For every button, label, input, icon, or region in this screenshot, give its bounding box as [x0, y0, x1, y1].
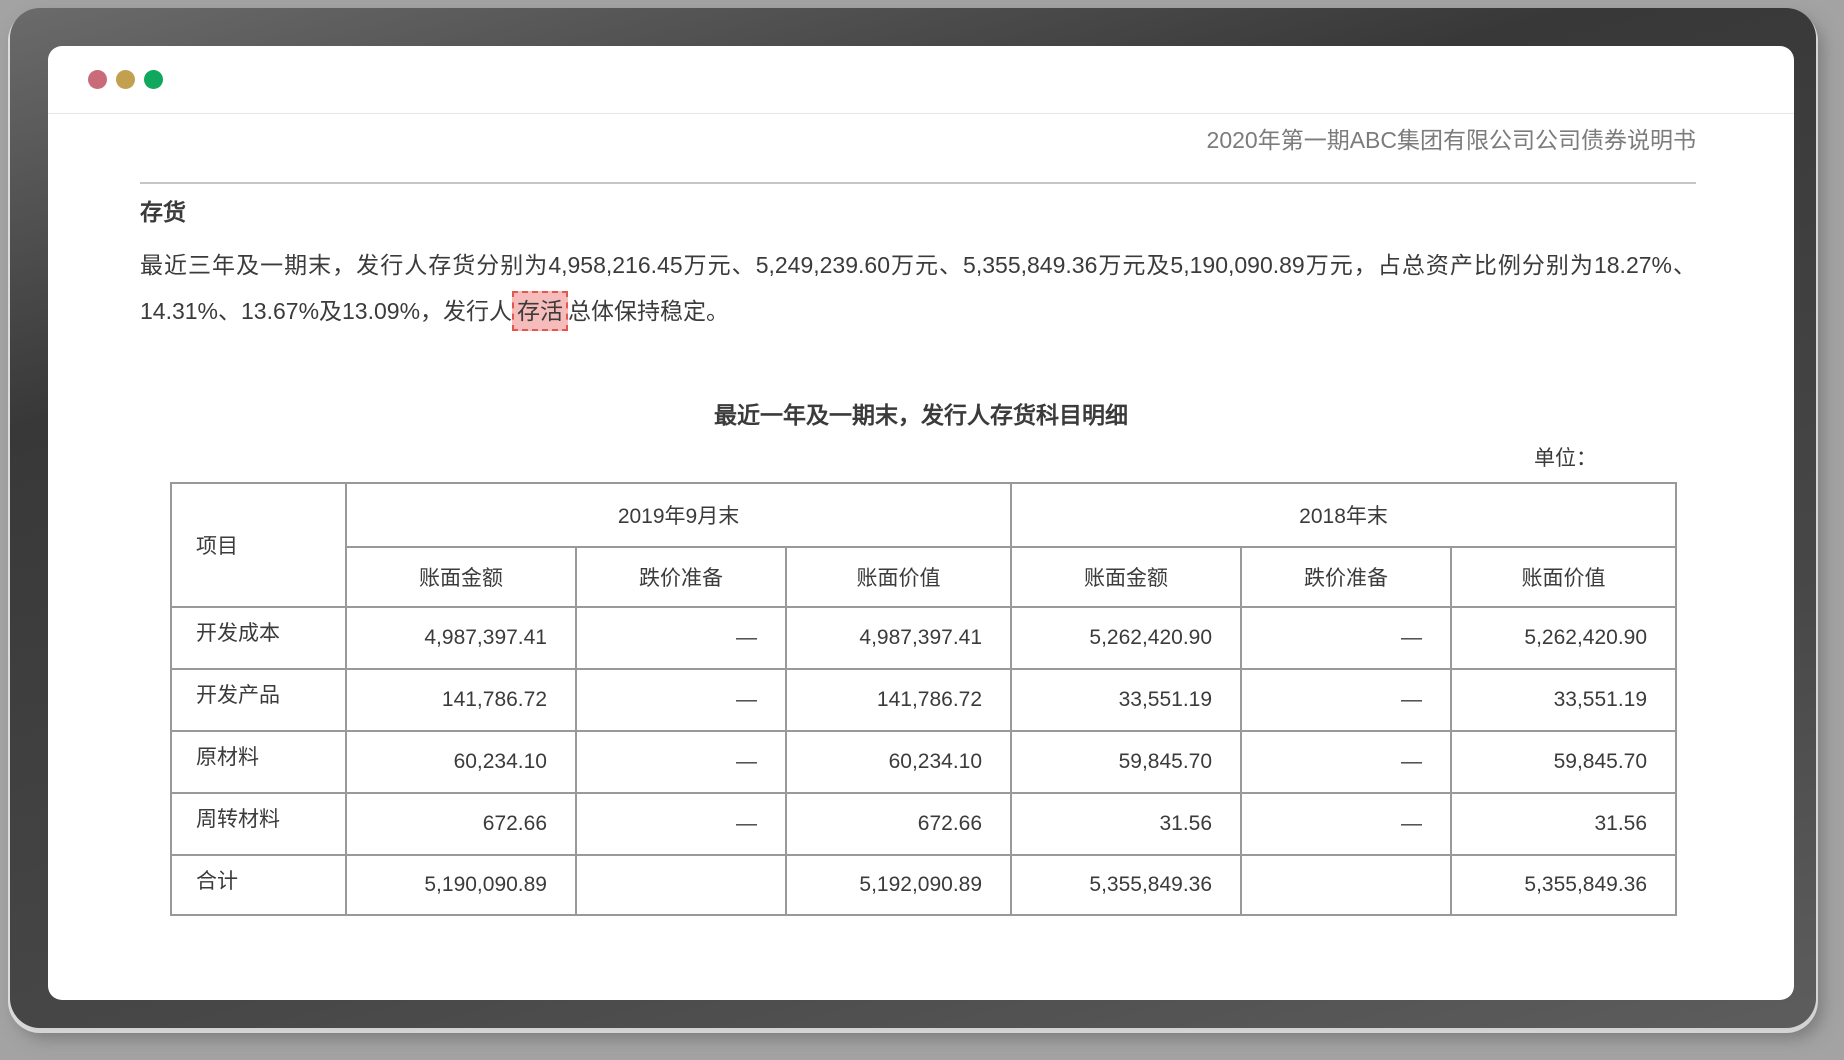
table-cell — [575, 854, 787, 916]
table-cell: 672.66 — [345, 792, 577, 856]
subheader-price-decline-provision-2019: 跌价准备 — [575, 546, 787, 608]
item-column-header: 项目 — [170, 482, 347, 608]
row-item-label: 原材料 — [170, 730, 347, 794]
paragraph-text-before: 最近三年及一期末，发行人存货分别为4,958,216.45万元、5,249,23… — [140, 252, 1696, 324]
table-cell — [1240, 854, 1453, 916]
table-cell: 31.56 — [1450, 792, 1678, 856]
subheader-book-amount-2019: 账面金额 — [345, 546, 577, 608]
table-title: 最近一年及一期末，发行人存货科目明细 — [714, 402, 1128, 428]
table-row: 开发成本 4,987,397.41 — 4,987,397.41 5,262,4… — [170, 606, 1678, 670]
table-cell: 31.56 — [1010, 792, 1243, 856]
table-cell: 5,355,849.36 — [1010, 854, 1243, 916]
table-cell: 59,845.70 — [1450, 730, 1678, 794]
row-item-label: 合计 — [170, 854, 347, 916]
table-header-row-periods: 项目 2019年9月末 2018年末 — [170, 482, 1678, 608]
table-cell: 4,987,397.41 — [345, 606, 577, 670]
table-cell: 59,845.70 — [1010, 730, 1243, 794]
document-page: 2020年第一期ABC集团有限公司公司债券说明书 存货 最近三年及一期末，发行人… — [48, 124, 1794, 916]
header-divider — [140, 182, 1696, 184]
close-button[interactable] — [88, 70, 107, 89]
table-cell: 5,355,849.36 — [1450, 854, 1678, 916]
window-frame: 2020年第一期ABC集团有限公司公司债券说明书 存货 最近三年及一期末，发行人… — [10, 8, 1816, 1028]
section-title: 存货 — [140, 199, 186, 225]
table-cell: — — [1240, 606, 1453, 670]
table-cell: — — [575, 668, 787, 732]
table-cell: 141,786.72 — [784, 668, 1013, 732]
table-cell: 141,786.72 — [345, 668, 577, 732]
table-row: 开发产品 141,786.72 — 141,786.72 33,551.19 —… — [170, 668, 1678, 732]
period-header-2019: 2019年9月末 — [344, 482, 1013, 548]
table-row: 周转材料 672.66 — 672.66 31.56 — 31.56 — [170, 792, 1678, 856]
highlighted-term[interactable]: 存活 — [512, 291, 569, 331]
table-cell: 33,551.19 — [1450, 668, 1678, 732]
table-cell: 33,551.19 — [1010, 668, 1243, 732]
table-cell: 5,262,420.90 — [1010, 606, 1243, 670]
table-cell: — — [1240, 668, 1453, 732]
row-item-label: 周转材料 — [170, 792, 347, 856]
table-cell: — — [575, 730, 787, 794]
subheader-price-decline-provision-2018: 跌价准备 — [1240, 546, 1453, 608]
table-cell: — — [1240, 792, 1453, 856]
table-cell: — — [1240, 730, 1453, 794]
table-cell: — — [575, 606, 787, 670]
table-row-total: 合计 5,190,090.89 5,192,090.89 5,355,849.3… — [170, 854, 1678, 916]
row-item-label: 开发产品 — [170, 668, 347, 732]
body-paragraph: 最近三年及一期末，发行人存货分别为4,958,216.45万元、5,249,23… — [140, 242, 1696, 334]
window-toolbar — [48, 46, 1794, 114]
document-window: 2020年第一期ABC集团有限公司公司债券说明书 存货 最近三年及一期末，发行人… — [48, 46, 1794, 1000]
table-cell: 5,262,420.90 — [1450, 606, 1678, 670]
document-running-title: 2020年第一期ABC集团有限公司公司债券说明书 — [1206, 127, 1696, 153]
table-cell: 5,190,090.89 — [345, 854, 577, 916]
minimize-button[interactable] — [116, 70, 135, 89]
subheader-book-value-2018: 账面价值 — [1450, 546, 1678, 608]
table-cell: 4,987,397.41 — [784, 606, 1013, 670]
table-cell: 5,192,090.89 — [784, 854, 1013, 916]
row-item-label: 开发成本 — [170, 606, 347, 670]
unit-label: 单位： — [1534, 447, 1597, 470]
table-row: 原材料 60,234.10 — 60,234.10 59,845.70 — 59… — [170, 730, 1678, 794]
table-cell: — — [575, 792, 787, 856]
table-cell: 60,234.10 — [784, 730, 1013, 794]
subheader-book-amount-2018: 账面金额 — [1010, 546, 1243, 608]
inventory-table: 项目 2019年9月末 2018年末 账面金额 跌价准备 账面价值 账面金额 跌… — [170, 482, 1678, 916]
period-header-2018: 2018年末 — [1010, 482, 1678, 548]
table-cell: 60,234.10 — [345, 730, 577, 794]
table-header-row-subcolumns: 账面金额 跌价准备 账面价值 账面金额 跌价准备 账面价值 — [171, 546, 1678, 608]
table-cell: 672.66 — [784, 792, 1013, 856]
zoom-button[interactable] — [144, 70, 163, 89]
paragraph-text-after: 总体保持稳定。 — [568, 298, 730, 324]
subheader-book-value-2019: 账面价值 — [784, 546, 1013, 608]
